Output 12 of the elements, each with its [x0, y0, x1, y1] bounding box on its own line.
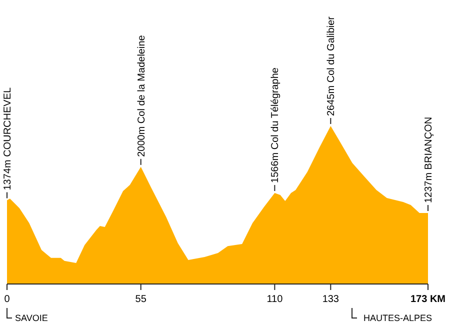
annotation: 1237m BRIANÇON [424, 116, 434, 204]
text: SAVOIE [15, 313, 48, 323]
x-tick-label: 0 [4, 294, 10, 305]
annotation: 2000m Col de la Madeleine [136, 34, 148, 157]
x-tick-label: 133 [322, 294, 340, 305]
x-tick-label: 173 KM [410, 294, 446, 305]
text: HAUTES-ALPES [363, 313, 432, 323]
x-tick-label: 55 [135, 294, 147, 305]
x-tick-label: 110 [266, 294, 284, 305]
annotation: 1566m Col du Télégraphe [270, 67, 282, 183]
annotation: 2645m Col du Galibier [326, 16, 338, 116]
annotation: 1374m COURCHEVEL [2, 87, 14, 190]
